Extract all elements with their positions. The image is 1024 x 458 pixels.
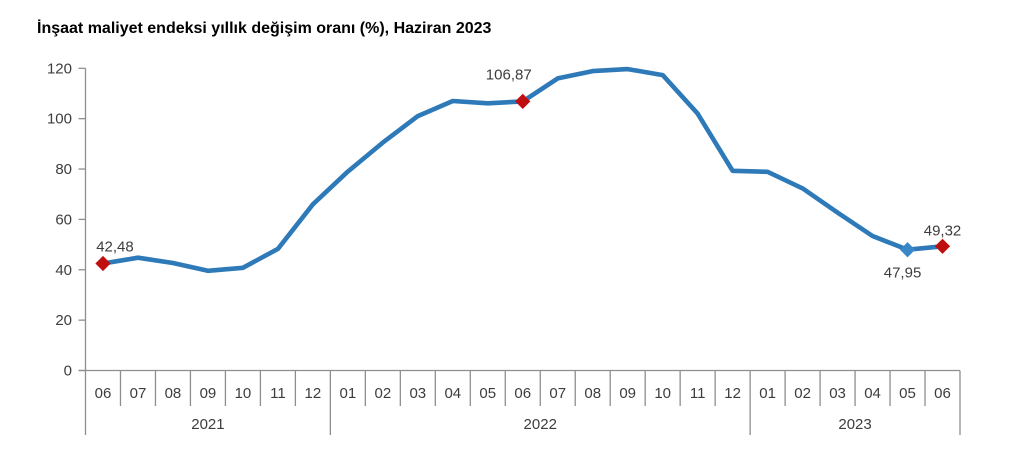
highlight-diamond-marker [95, 255, 111, 272]
year-label: 2021 [191, 416, 224, 433]
x-tick-label: 12 [724, 385, 741, 402]
x-tick-label: 07 [549, 385, 566, 402]
data-point-label: 49,32 [924, 222, 962, 239]
x-tick-label: 08 [165, 385, 182, 402]
data-point-label: 47,95 [884, 265, 922, 282]
x-tick-label: 06 [934, 385, 951, 402]
x-tick-label: 03 [829, 385, 846, 402]
x-tick-label: 08 [584, 385, 601, 402]
x-tick-label: 12 [305, 385, 322, 402]
y-tick-label: 20 [55, 312, 72, 329]
x-tick-label: 02 [374, 385, 391, 402]
x-tick-label: 10 [654, 385, 671, 402]
y-tick-label: 80 [55, 161, 72, 178]
series-diamond-marker [899, 242, 916, 258]
data-point-label: 106,87 [486, 66, 532, 83]
y-tick-label: 60 [55, 211, 72, 228]
x-tick-label: 07 [130, 385, 147, 402]
x-tick-label: 04 [864, 385, 881, 402]
x-tick-label: 10 [235, 385, 252, 402]
x-tick-label: 11 [690, 385, 706, 402]
chart-title: İnşaat maliyet endeksi yıllık değişim or… [37, 20, 492, 37]
x-tick-label: 06 [95, 385, 112, 402]
data-point-label: 42,48 [96, 239, 134, 256]
x-tick-label: 09 [200, 385, 217, 402]
x-tick-label: 06 [514, 385, 531, 402]
x-tick-label: 11 [270, 385, 286, 402]
x-tick-label: 03 [409, 385, 426, 402]
highlight-diamond-marker [934, 238, 951, 254]
year-label: 2023 [838, 416, 871, 433]
y-tick-label: 40 [55, 262, 72, 279]
y-tick-label: 0 [64, 363, 72, 380]
year-label: 2022 [524, 416, 557, 433]
x-tick-label: 01 [759, 385, 776, 402]
x-tick-label: 01 [340, 385, 357, 402]
highlight-diamond-marker [515, 93, 531, 109]
y-tick-label: 120 [47, 60, 72, 77]
x-tick-label: 05 [479, 385, 496, 402]
x-tick-label: 09 [619, 385, 636, 402]
x-tick-label: 02 [794, 385, 811, 402]
x-tick-label: 05 [899, 385, 916, 402]
y-tick-label: 100 [47, 111, 72, 128]
x-tick-label: 04 [444, 385, 461, 402]
